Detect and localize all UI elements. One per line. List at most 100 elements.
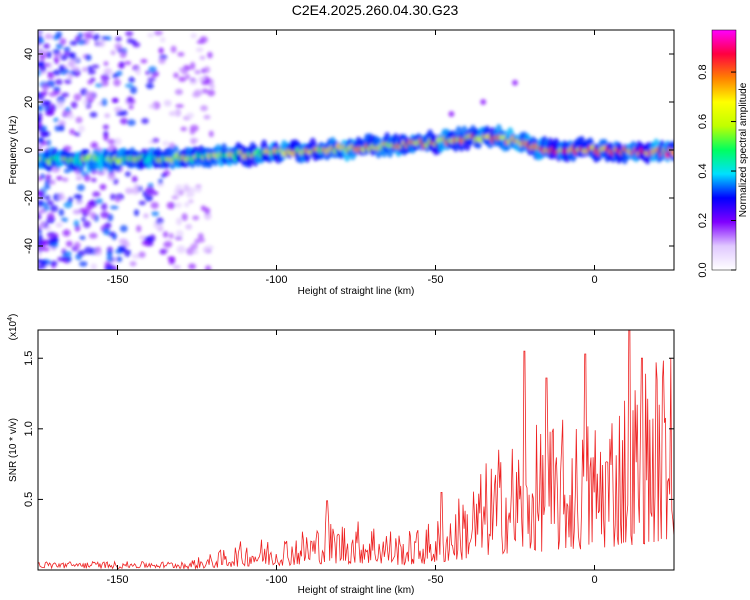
- heatmap-cell: [177, 189, 184, 196]
- heatmap-cell: [60, 217, 69, 223]
- heatmap-cell: [92, 33, 100, 41]
- heatmap-cell: [480, 99, 487, 105]
- heatmap-cell: [160, 173, 167, 178]
- heatmap-cell: [55, 78, 63, 86]
- heatmap-cell: [157, 222, 164, 230]
- heatmap-cell: [38, 264, 43, 270]
- heatmap-cell: [135, 68, 141, 76]
- heatmap-cell: [88, 200, 95, 205]
- heatmap-cell: [49, 103, 57, 112]
- heatmap-cell: [125, 83, 134, 88]
- heatmap-cell: [50, 242, 59, 248]
- heatmap-cell: [38, 138, 45, 143]
- heatmap-cell: [182, 65, 191, 72]
- colorbar-label: Normalized spectral amplitude: [738, 82, 749, 217]
- heatmap-cell: [203, 114, 211, 120]
- heatmap-cell: [124, 60, 132, 66]
- heatmap-cell: [75, 200, 84, 205]
- heatmap-cell: [103, 133, 109, 141]
- heatmap-cell: [79, 235, 86, 240]
- heatmap-cell: [70, 65, 80, 71]
- snr-x-label: Height of straight line (km): [298, 585, 415, 596]
- heatmap-cell: [169, 257, 176, 263]
- heatmap-cell: [195, 186, 202, 193]
- heatmap-cell: [117, 245, 127, 252]
- heatmap-cell: [62, 229, 71, 237]
- heatmap-cell: [85, 54, 92, 61]
- spectrogram-panel: -150 -100 -50 0 -40 -20 0 20 40 Height of strai…: [8, 29, 675, 297]
- heatmap-cell: [45, 110, 54, 116]
- heatmap-cell: [95, 198, 103, 204]
- heatmap-cell: [59, 38, 67, 45]
- heatmap-cell: [152, 138, 160, 143]
- heatmap-cell: [176, 245, 186, 254]
- heatmap-cell: [148, 103, 156, 109]
- heatmap-cell: [132, 41, 141, 48]
- heatmap-cell: [103, 61, 109, 67]
- heatmap-cell: [84, 246, 93, 255]
- heatmap-cell: [194, 69, 201, 75]
- heatmap-cell: [158, 57, 166, 65]
- heatmap-cell: [670, 149, 674, 156]
- heatmap-cell: [41, 100, 50, 108]
- heatmap-cell: [60, 54, 68, 61]
- heatmap-cell: [67, 60, 75, 68]
- heatmap-cell: [46, 51, 52, 59]
- x-tick-label: 0: [591, 274, 597, 286]
- heatmap-cell: [200, 105, 208, 112]
- colorbar-tick-label: 0.8: [697, 64, 709, 79]
- heatmap-cell: [139, 235, 146, 240]
- heatmap-cell: [44, 194, 51, 201]
- heatmap-cell: [141, 117, 149, 125]
- heatmap-cell: [138, 200, 146, 206]
- heatmap-cell: [106, 250, 113, 258]
- heatmap-cell: [47, 212, 55, 221]
- heatmap-cell: [58, 208, 65, 217]
- heatmap-cell: [181, 70, 188, 75]
- heatmap-cell: [147, 32, 154, 38]
- heatmap-cell: [110, 50, 116, 56]
- heatmap-cell: [83, 174, 91, 182]
- heatmap-cell: [52, 69, 62, 76]
- heatmap-cell: [141, 239, 149, 246]
- heatmap-cell: [192, 249, 199, 255]
- heatmap-cell: [69, 128, 75, 135]
- heatmap-cell: [117, 62, 125, 69]
- heatmap-cell: [178, 76, 187, 82]
- heatmap-cell: [171, 195, 179, 200]
- heatmap-cell: [94, 249, 102, 256]
- heatmap-cell: [79, 261, 88, 267]
- heatmap-cell: [38, 69, 42, 77]
- heatmap-cell: [200, 80, 210, 86]
- heatmap-cell: [46, 200, 54, 206]
- heatmap-cell: [112, 178, 119, 185]
- heatmap-cell: [150, 201, 159, 209]
- heatmap-cell: [145, 81, 154, 90]
- heatmap-cell: [138, 251, 146, 258]
- x-tick-label: -150: [106, 574, 128, 586]
- heatmap-cell: [38, 61, 46, 68]
- heatmap-cell: [207, 89, 216, 97]
- heatmap-cell: [194, 238, 200, 245]
- y-tick-label: -20: [23, 190, 35, 206]
- heatmap-cell: [99, 183, 107, 191]
- heatmap-cell: [113, 78, 121, 87]
- heatmap-cell: [115, 256, 123, 263]
- heatmap-cell: [133, 209, 140, 217]
- heatmap-cell: [78, 124, 85, 133]
- heatmap-cell: [151, 210, 160, 217]
- heatmap-cell: [38, 259, 48, 266]
- heatmap-cell: [181, 213, 188, 222]
- heatmap-cell: [63, 168, 71, 174]
- heatmap-cell: [53, 86, 61, 91]
- heatmap-cell: [72, 68, 81, 77]
- heatmap-cell: [63, 250, 72, 257]
- heatmap-cell: [91, 64, 100, 69]
- heatmap-cell: [512, 79, 518, 86]
- heatmap-cell: [193, 89, 203, 97]
- x-tick-label: -100: [265, 574, 287, 586]
- heatmap-cell: [184, 202, 190, 208]
- heatmap-cell: [38, 221, 45, 229]
- heatmap-cell: [124, 171, 131, 177]
